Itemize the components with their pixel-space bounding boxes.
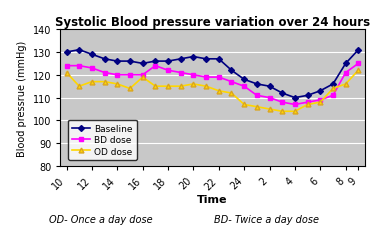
Text: BD- Twice a day dose: BD- Twice a day dose [214,214,319,224]
Baseline [204,58,208,61]
OD dose [191,83,196,86]
Baseline [166,61,170,63]
Line: Baseline: Baseline [64,49,361,100]
Line: OD dose: OD dose [64,69,361,114]
Baseline [89,54,94,56]
Baseline [343,63,348,65]
BD dose [229,81,234,84]
BD dose [217,76,221,79]
Baseline [179,58,183,61]
Baseline [280,92,285,95]
Baseline [115,61,120,63]
OD dose [356,70,361,72]
Baseline [153,61,158,63]
BD dose [179,72,183,75]
Title: Systolic Blood pressure variation over 24 hours: Systolic Blood pressure variation over 2… [55,16,370,29]
OD dose [305,103,310,106]
BD dose [102,72,107,75]
Baseline [217,58,221,61]
BD dose [305,101,310,104]
OD dose [280,110,285,113]
OD dose [115,83,120,86]
Baseline [102,58,107,61]
Legend: Baseline, BD dose, OD dose: Baseline, BD dose, OD dose [68,120,137,161]
BD dose [293,103,297,106]
X-axis label: Time: Time [197,194,228,204]
BD dose [89,67,94,70]
BD dose [242,85,246,88]
OD dose [64,72,69,75]
BD dose [343,72,348,75]
BD dose [356,63,361,65]
Baseline [255,83,259,86]
BD dose [255,94,259,97]
BD dose [128,74,132,77]
Text: OD- Once a day dose: OD- Once a day dose [49,214,153,224]
Baseline [242,79,246,81]
OD dose [331,88,335,91]
Baseline [305,94,310,97]
BD dose [166,70,170,72]
Baseline [77,49,82,52]
OD dose [89,81,94,84]
Baseline [128,61,132,63]
OD dose [153,85,158,88]
Baseline [64,51,69,54]
OD dose [102,81,107,84]
OD dose [255,106,259,109]
Baseline [267,85,272,88]
Baseline [229,70,234,72]
Baseline [191,56,196,59]
BD dose [318,99,323,102]
Y-axis label: Blood pressrue (mmHg): Blood pressrue (mmHg) [17,40,27,156]
BD dose [115,74,120,77]
BD dose [204,76,208,79]
BD dose [77,65,82,68]
OD dose [242,103,246,106]
BD dose [153,65,158,68]
OD dose [140,76,145,79]
OD dose [267,108,272,111]
Baseline [356,49,361,52]
OD dose [293,110,297,113]
BD dose [267,97,272,100]
OD dose [166,85,170,88]
OD dose [128,88,132,91]
OD dose [204,85,208,88]
OD dose [77,85,82,88]
Baseline [140,63,145,65]
BD dose [280,101,285,104]
OD dose [343,83,348,86]
Baseline [293,97,297,100]
Baseline [318,90,323,93]
Baseline [331,83,335,86]
BD dose [140,74,145,77]
BD dose [64,65,69,68]
BD dose [331,94,335,97]
Line: BD dose: BD dose [64,62,361,107]
OD dose [179,85,183,88]
OD dose [318,101,323,104]
OD dose [217,90,221,93]
OD dose [229,92,234,95]
BD dose [191,74,196,77]
